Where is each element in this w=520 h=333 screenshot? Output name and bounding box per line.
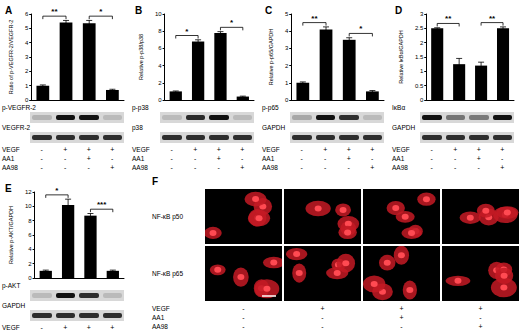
svg-text:1.5: 1.5 [415,54,424,60]
html-text:AA1: AA1 [392,155,405,162]
svg-text:***: *** [97,200,107,209]
html-text:AA98: AA98 [392,164,408,171]
svg-text:0: 0 [420,97,424,103]
svg-text:3: 3 [420,11,424,17]
svg-text:6: 6 [158,45,162,51]
svg-text:A: A [5,5,12,16]
html-text:AA1: AA1 [132,155,145,162]
html-text:p-p38: p-p38 [132,104,149,111]
html-text:AA1: AA1 [152,314,165,321]
html-text:GAPDH: GAPDH [392,124,416,131]
html-text:VEGF: VEGF [262,146,280,153]
html-text:NF-κB p65: NF-κB p65 [152,269,184,277]
html-text:AA1: AA1 [2,155,15,162]
svg-text:6: 6 [28,232,32,238]
svg-text:Relative IκBα/GAPDH: Relative IκBα/GAPDH [398,30,404,84]
svg-text:2.5: 2.5 [415,25,424,31]
svg-text:2: 2 [285,63,289,69]
svg-text:10: 10 [25,203,32,209]
svg-text:*: * [230,18,234,27]
svg-text:0: 0 [285,97,289,103]
svg-text:8: 8 [28,218,32,224]
html-text:VEGF: VEGF [132,146,150,153]
svg-text:**: ** [51,7,58,16]
svg-text:10: 10 [155,11,162,17]
svg-text:2: 2 [420,40,424,46]
svg-text:**: ** [489,14,496,23]
html-text:p-VEGFR-2: p-VEGFR-2 [2,104,36,111]
html-text:AA1: AA1 [262,155,275,162]
html-text:AA98: AA98 [262,164,278,171]
svg-text:1: 1 [285,80,289,86]
svg-text:2: 2 [158,80,162,86]
html-text:VEGF: VEGF [392,146,410,153]
svg-text:0: 0 [28,275,32,281]
svg-text:E: E [5,183,12,194]
html-text:VEGFR-2: VEGFR-2 [2,124,31,131]
svg-text:1: 1 [420,68,424,74]
html-text:p38: p38 [132,124,143,131]
html-text:IκBα: IκBα [392,104,406,111]
svg-text:**: ** [445,14,452,23]
svg-text:4: 4 [28,246,32,252]
html-text:p-p65: p-p65 [262,104,279,111]
html-text:GAPDH: GAPDH [2,302,26,309]
html-text:AA98: AA98 [132,164,148,171]
svg-text:*: * [185,27,189,36]
html-text:AA98: AA98 [152,323,168,330]
svg-text:0: 0 [158,97,162,103]
html-text:F: F [152,176,159,187]
svg-text:5: 5 [25,25,29,31]
svg-text:3: 3 [25,54,29,60]
svg-text:6: 6 [25,11,29,17]
svg-text:Relative p-AKT/GAPDH: Relative p-AKT/GAPDH [8,206,14,264]
svg-text:2: 2 [28,261,32,267]
html-text:VEGF: VEGF [2,146,20,153]
svg-text:D: D [395,5,402,16]
svg-text:2: 2 [25,68,29,74]
html-text:p-AKT: p-AKT [2,282,21,289]
svg-text:4: 4 [158,63,162,69]
svg-text:4: 4 [25,40,29,46]
html-text:VEGF: VEGF [152,305,170,312]
svg-text:Relative p-p65/GAPDH: Relative p-p65/GAPDH [268,29,274,86]
svg-text:B: B [135,5,142,16]
html-text:GAPDH: GAPDH [262,124,286,131]
svg-text:12: 12 [25,189,32,195]
svg-text:4: 4 [285,28,289,34]
svg-text:3: 3 [285,45,289,51]
svg-text:Relative p-p38/p38: Relative p-p38/p38 [138,34,144,80]
svg-text:8: 8 [158,28,162,34]
svg-text:**: ** [311,14,318,23]
svg-text:C: C [265,5,272,16]
svg-text:*: * [99,7,103,16]
svg-text:5: 5 [285,11,289,17]
svg-text:*: * [359,24,363,33]
html-text:NF-κB p50: NF-κB p50 [152,212,184,220]
svg-text:1: 1 [25,83,29,89]
html-text:VEGF: VEGF [2,324,20,331]
svg-text:0.5: 0.5 [415,83,424,89]
svg-text:Ratio of p-VEGFR-2/VEGFR-2: Ratio of p-VEGFR-2/VEGFR-2 [8,20,14,95]
svg-text:0: 0 [25,97,29,103]
svg-text:*: * [55,186,59,195]
html-text:AA98: AA98 [2,164,18,171]
